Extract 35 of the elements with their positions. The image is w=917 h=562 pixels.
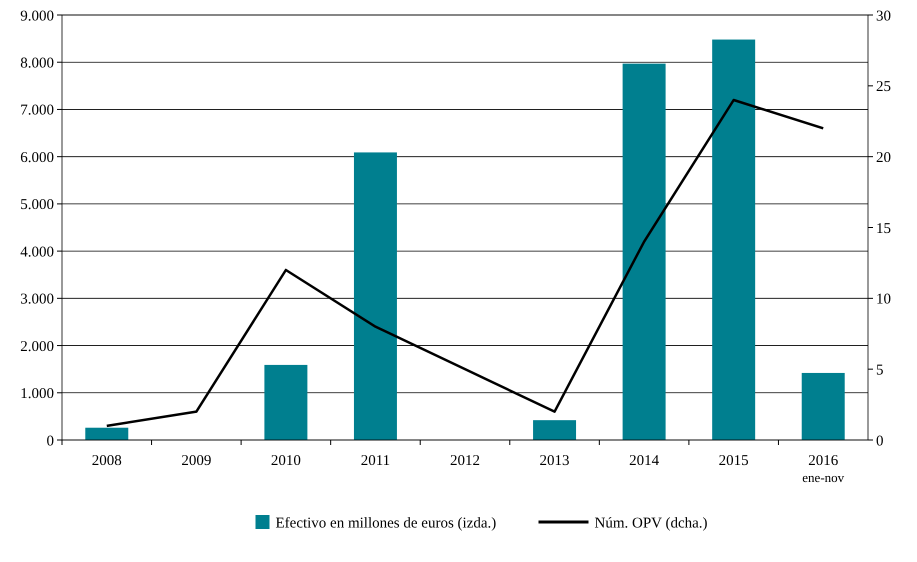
- x-tick-label: 2009: [181, 453, 212, 469]
- x-tick-label: 2014: [629, 453, 660, 469]
- y2-tick-label: 30: [876, 8, 891, 24]
- x-tick-label: 2012: [450, 453, 480, 469]
- y-tick-label: 2.000: [20, 338, 54, 355]
- x-tick-label: 2013: [540, 453, 570, 469]
- x-tick-label: 2015: [718, 453, 749, 469]
- x-tick-label: 2008: [92, 453, 122, 469]
- y-tick-label: 0: [46, 433, 54, 450]
- y-tick-label: 8.000: [20, 55, 54, 72]
- y2-tick-label: 5: [876, 362, 884, 378]
- y-tick-label: 4.000: [20, 244, 54, 260]
- legend-label: Efectivo en millones de euros (izda.): [276, 515, 496, 532]
- x-tick-label: 2010: [270, 453, 301, 469]
- bar: [85, 428, 128, 440]
- bar: [264, 364, 308, 440]
- x-tick-label: 2016 ene-nov: [802, 453, 845, 485]
- bar: [802, 372, 845, 440]
- y-tick-label: 9.000: [20, 8, 54, 24]
- y-tick-label: 5.000: [20, 197, 54, 214]
- y2-tick-label: 10: [876, 292, 891, 308]
- x-tick-label: 2011: [360, 453, 390, 469]
- bar: [712, 40, 756, 440]
- y2-tick-label: 15: [876, 220, 891, 237]
- y-tick-label: 1.000: [20, 386, 54, 402]
- y-tick-label: 3.000: [20, 292, 54, 308]
- y2-tick-label: 20: [876, 150, 891, 166]
- y-tick-label: 7.000: [20, 102, 54, 119]
- bar: [354, 152, 397, 440]
- y-tick-label: 6.000: [20, 150, 54, 166]
- bar: [533, 420, 576, 440]
- y2-tick-label: 25: [876, 79, 891, 96]
- bar: [622, 64, 666, 440]
- y2-tick-label: 0: [876, 433, 884, 450]
- legend-label: Núm. OPV (dcha.): [594, 515, 708, 532]
